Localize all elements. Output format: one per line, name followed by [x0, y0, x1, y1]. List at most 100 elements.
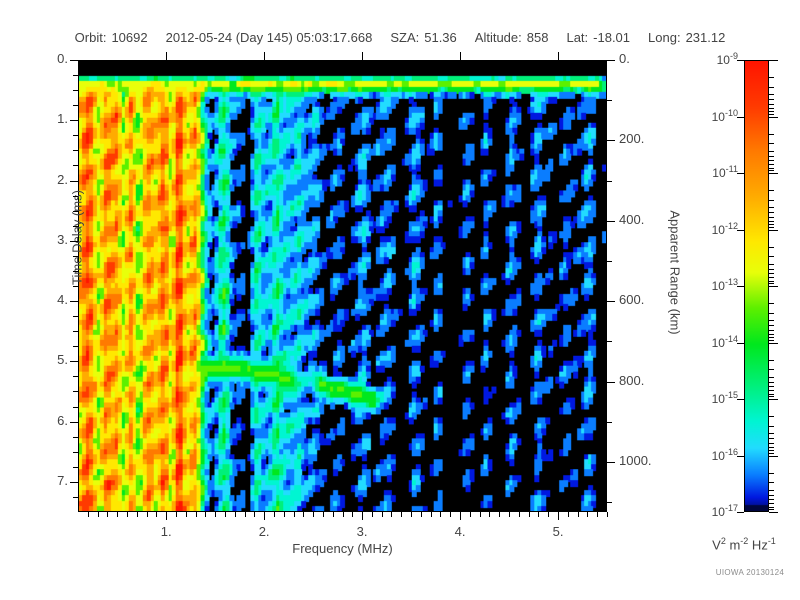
y-left-minor-tick	[73, 255, 78, 257]
x-minor-tick	[293, 512, 295, 517]
header-field-0: Orbit: 10692	[75, 30, 148, 45]
y-right-major-tick-5	[607, 462, 615, 464]
x-minor-tick	[587, 512, 589, 517]
header-field-label: Altitude:	[474, 30, 522, 45]
colorbar-minor-tick	[769, 226, 774, 228]
y-right-minor-tick	[607, 180, 612, 182]
colorbar-minor-tick	[769, 489, 774, 491]
colorbar-minor-tick	[769, 320, 774, 322]
y-left-minor-tick	[73, 150, 78, 152]
y-right-major-tick-3	[607, 301, 615, 303]
figure-header: Orbit: 10692 2012-05-24 (Day 145) 05:03:17…	[0, 30, 800, 45]
y-left-tick-label-6: 6.	[57, 412, 68, 428]
colorbar-minor-tick	[769, 393, 774, 395]
y-left-minor-tick	[73, 451, 78, 453]
x-minor-tick	[332, 512, 334, 517]
colorbar-minor-tick	[769, 111, 774, 113]
y-left-minor-tick	[73, 195, 78, 197]
x-minor-tick	[224, 512, 226, 517]
colorbar-minor-tick	[769, 482, 774, 484]
y-left-minor-tick	[73, 210, 78, 212]
x-minor-tick	[136, 512, 138, 517]
x-minor-tick	[244, 512, 246, 517]
colorbar-minor-tick	[769, 499, 774, 501]
colorbar-minor-tick	[769, 167, 774, 169]
x-minor-tick	[538, 512, 540, 517]
x-minor-tick	[567, 512, 569, 517]
x-minor-tick	[117, 512, 119, 517]
colorbar-minor-tick	[769, 190, 774, 191]
header-field-2: SZA: 51.36	[390, 30, 456, 45]
x-tick-label-4: 5.	[552, 524, 564, 539]
y-right-minor-tick	[607, 502, 612, 504]
colorbar-major-tick-left-1	[737, 116, 744, 118]
colorbar-minor-tick	[769, 143, 774, 145]
x-minor-tick	[371, 512, 373, 517]
x-major-tick-3	[460, 512, 462, 520]
x-minor-tick	[450, 512, 452, 517]
colorbar-minor-tick	[769, 452, 774, 454]
colorbar-minor-tick	[769, 438, 774, 440]
y-left-tick-label-4: 4.	[57, 292, 68, 308]
x-minor-tick	[97, 512, 99, 517]
colorbar-minor-tick	[769, 442, 774, 444]
y-left-minor-tick	[73, 466, 78, 468]
colorbar-minor-tick	[769, 283, 774, 285]
x-major-tick-1	[264, 512, 266, 520]
y-left-minor-tick	[73, 105, 78, 107]
x-minor-tick	[499, 512, 501, 517]
colorbar-major-tick-right-6	[769, 399, 778, 400]
header-field-value: 10692	[111, 30, 148, 45]
colorbar-minor-tick	[769, 325, 774, 327]
y-right-minor-tick	[607, 261, 612, 263]
colorbar-tick-label-0: 10-9	[716, 51, 738, 67]
colorbar-minor-tick	[769, 77, 774, 78]
colorbar-minor-tick	[769, 263, 774, 265]
colorbar-major-tick-right-4	[769, 286, 778, 287]
x-major-tick-2	[362, 512, 364, 520]
colorbar-minor-tick	[769, 337, 774, 339]
x-minor-tick	[597, 512, 599, 517]
x-minor-tick	[411, 512, 413, 517]
x-minor-tick	[195, 512, 197, 517]
y-left-minor-tick	[73, 165, 78, 167]
y-left-minor-tick	[73, 406, 78, 408]
y-left-major-tick-7	[70, 481, 78, 483]
spectrogram-plot-area	[78, 60, 607, 512]
colorbar-major-tick-left-2	[737, 173, 744, 174]
x-minor-tick	[283, 512, 285, 517]
x-minor-tick	[489, 512, 491, 517]
y-right-major-tick-4	[607, 381, 615, 383]
y-left-minor-tick	[73, 225, 78, 227]
colorbar-minor-tick	[769, 381, 774, 383]
x-minor-tick	[322, 512, 324, 517]
x-minor-tick	[401, 512, 403, 517]
colorbar-minor-tick	[769, 359, 774, 361]
y-left-minor-tick	[73, 496, 78, 498]
header-field-4: Lat: -18.01	[566, 30, 630, 45]
header-field-label: Orbit:	[74, 30, 107, 45]
y-left-minor-tick	[73, 436, 78, 438]
y-right-tick-label-4: 800.	[619, 372, 645, 388]
y-right-tick-label-2: 400.	[619, 211, 645, 227]
y-right-tick-label-5: 1000.	[619, 453, 652, 469]
colorbar-minor-tick	[769, 339, 774, 341]
y-right-tick-label-0: 0.	[619, 51, 630, 66]
y-left-minor-tick	[73, 90, 78, 92]
y-left-minor-tick	[73, 316, 78, 318]
y-left-minor-tick	[73, 391, 78, 393]
colorbar-minor-tick	[769, 150, 774, 152]
colorbar-minor-tick	[769, 246, 774, 248]
colorbar-major-tick-left-5	[737, 342, 744, 344]
colorbar-major-tick-right-7	[769, 455, 778, 457]
header-field-label: Lat:	[566, 30, 589, 45]
header-field-value: 231.12	[685, 30, 726, 45]
header-field-value: 858	[526, 30, 549, 45]
colorbar-minor-tick	[769, 256, 774, 258]
x-major-tick-4	[558, 512, 560, 520]
colorbar-major-tick-left-8	[737, 512, 744, 513]
colorbar-minor-tick	[769, 86, 774, 88]
colorbar-tick-label-4: 10-13	[711, 277, 738, 293]
header-field-label: SZA:	[390, 30, 420, 45]
x-tick-label-2: 3.	[356, 524, 368, 539]
